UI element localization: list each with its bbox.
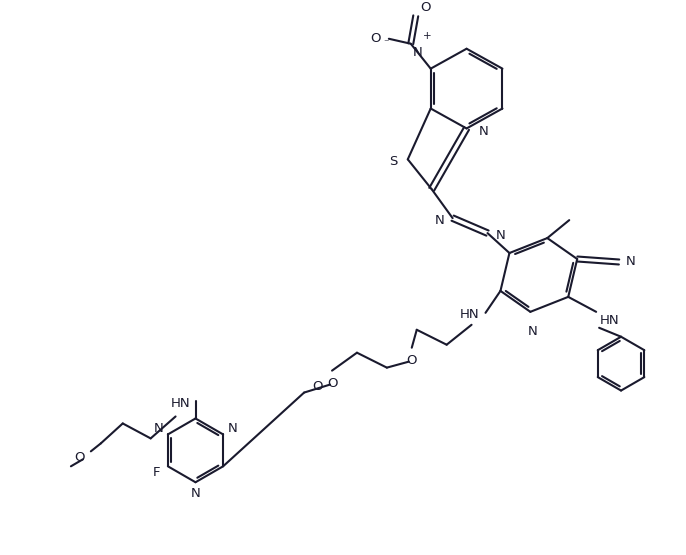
- Text: N: N: [528, 325, 537, 338]
- Text: N: N: [228, 422, 237, 436]
- Text: N: N: [626, 255, 636, 269]
- Text: N: N: [154, 422, 163, 436]
- Text: O: O: [312, 380, 322, 393]
- Text: HN: HN: [171, 397, 191, 410]
- Text: N: N: [495, 229, 505, 241]
- Text: N: N: [435, 214, 445, 226]
- Text: O: O: [407, 354, 417, 367]
- Text: N: N: [413, 46, 423, 59]
- Text: N: N: [191, 487, 200, 500]
- Text: O: O: [74, 451, 85, 464]
- Text: O: O: [421, 1, 431, 14]
- Text: ⁻: ⁻: [383, 39, 388, 49]
- Text: S: S: [390, 155, 398, 168]
- Text: N: N: [479, 125, 488, 138]
- Text: O: O: [327, 377, 338, 390]
- Text: +: +: [423, 31, 431, 41]
- Text: F: F: [153, 466, 161, 480]
- Text: HN: HN: [460, 309, 480, 321]
- Text: HN: HN: [600, 314, 619, 327]
- Text: O: O: [370, 32, 381, 46]
